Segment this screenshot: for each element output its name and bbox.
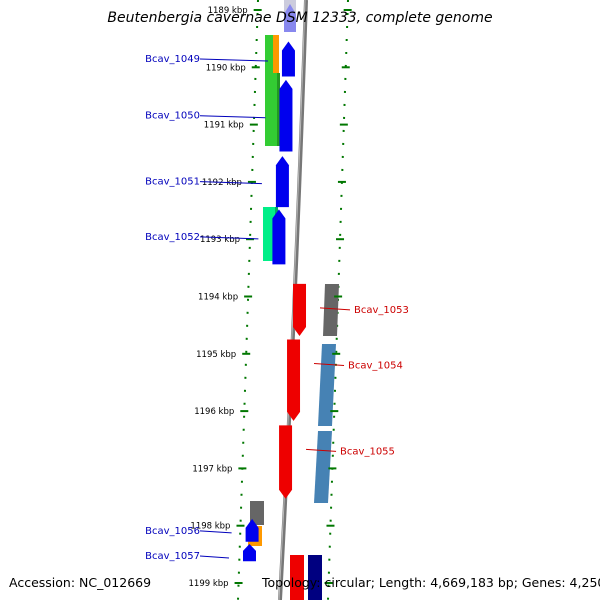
gene-arrow-bcav-1056[interactable] bbox=[245, 518, 259, 542]
gene-label-leader bbox=[199, 530, 232, 534]
gene-arrow-bcav-1054[interactable] bbox=[287, 339, 301, 421]
gene-label[interactable]: Bcav_1050 bbox=[145, 111, 200, 122]
gene-label-leader bbox=[199, 236, 259, 240]
tick-label: 1191 kbp bbox=[204, 121, 244, 131]
gene-label-leader bbox=[199, 555, 230, 559]
gene-labels: Bcav_1049 Bcav_1050 Bcav_1051 Bcav_1052 Bcav… bbox=[145, 54, 409, 562]
gene-label[interactable]: Bcav_1052 bbox=[145, 232, 200, 243]
tick-label: 1198 kbp bbox=[190, 522, 230, 532]
tick-label: 1195 kbp bbox=[196, 350, 236, 360]
gene-arrow-bcav-1049[interactable] bbox=[281, 41, 295, 77]
gene-label[interactable]: Bcav_1056 bbox=[145, 526, 200, 537]
gene-label-leader bbox=[319, 307, 351, 311]
gene-arrow-bcav-1051[interactable] bbox=[275, 156, 289, 208]
tick-label: 1197 kbp bbox=[192, 464, 232, 474]
gene-label-leader bbox=[314, 362, 345, 366]
cog-block-1053 bbox=[323, 284, 339, 336]
cog-block-1054 bbox=[318, 344, 336, 426]
gene-arrow-bcav-1057[interactable] bbox=[242, 544, 256, 562]
cog-block-1049-b bbox=[273, 35, 279, 73]
cog-block-1049-a bbox=[265, 35, 273, 73]
tick-label: 1192 kbp bbox=[202, 178, 242, 188]
gene-label[interactable]: Bcav_1054 bbox=[348, 360, 403, 371]
tick-label: 1196 kbp bbox=[194, 407, 234, 417]
chart-title: Beutenbergia cavernae DSM 12333, complet… bbox=[107, 10, 493, 26]
tick-label: 1189 kbp bbox=[208, 6, 248, 16]
tick-label: 1193 kbp bbox=[200, 235, 240, 245]
gene-arrow-bcav-1052[interactable] bbox=[272, 209, 286, 265]
tick-label: 1194 kbp bbox=[198, 293, 238, 303]
gene-arrow-bcav-1055[interactable] bbox=[279, 425, 293, 499]
gene-arrow-partial-bottom bbox=[290, 555, 304, 600]
gene-label-leader bbox=[199, 115, 266, 119]
cog-block-1050 bbox=[265, 73, 279, 146]
inner-track-dots bbox=[237, 0, 259, 600]
gene-label-leader bbox=[199, 181, 262, 185]
gene-arrow-bcav-1050[interactable] bbox=[279, 79, 293, 152]
gene-label[interactable]: Bcav_1057 bbox=[145, 551, 200, 562]
gene-label-leader bbox=[306, 448, 337, 452]
cog-block-1055 bbox=[314, 431, 332, 503]
gene-label-leader bbox=[199, 58, 268, 62]
gene-label[interactable]: Bcav_1053 bbox=[354, 305, 409, 316]
gene-label[interactable]: Bcav_1055 bbox=[340, 446, 395, 457]
cog-block-1050-shade bbox=[277, 73, 280, 146]
topology-text: Topology: circular; Length: 4,669,183 bp… bbox=[262, 575, 600, 590]
gene-arrow-bcav-1053[interactable] bbox=[293, 283, 307, 337]
ruler-ticks: 1189 kbp 1190 kbp 1191 kbp 1192 kbp 1193 kbp… bbox=[189, 6, 352, 589]
gene-arrow-partial-top bbox=[284, 4, 296, 32]
accession-text: Accession: NC_012669 bbox=[9, 575, 152, 590]
gene-label[interactable]: Bcav_1051 bbox=[145, 177, 200, 188]
gene-arrows bbox=[242, 4, 307, 600]
tick-label: 1199 kbp bbox=[189, 579, 229, 589]
cog-block-bottom-navy bbox=[308, 555, 322, 600]
tick-label: 1190 kbp bbox=[206, 63, 246, 73]
cog-block-1056-grey bbox=[250, 501, 264, 525]
gene-label[interactable]: Bcav_1049 bbox=[145, 54, 200, 65]
